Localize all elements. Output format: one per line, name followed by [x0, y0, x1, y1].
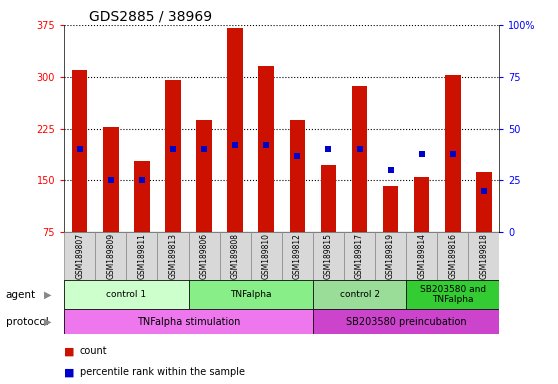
Text: GSM189810: GSM189810: [262, 233, 271, 279]
Bar: [321, 165, 336, 232]
Bar: [165, 80, 181, 232]
Bar: [64, 232, 95, 280]
Bar: [196, 120, 212, 232]
Bar: [220, 232, 251, 280]
Text: protocol: protocol: [6, 316, 49, 327]
Text: GSM189818: GSM189818: [479, 233, 488, 279]
Text: SB203580 preincubation: SB203580 preincubation: [346, 316, 466, 327]
Text: GSM189812: GSM189812: [293, 233, 302, 279]
Text: ▶: ▶: [44, 316, 51, 327]
Bar: [189, 280, 313, 309]
Bar: [437, 232, 468, 280]
Text: control 1: control 1: [106, 290, 146, 299]
Bar: [282, 232, 313, 280]
Text: GSM189807: GSM189807: [75, 233, 84, 280]
Text: agent: agent: [6, 290, 36, 300]
Text: GSM189819: GSM189819: [386, 233, 395, 279]
Text: GSM189811: GSM189811: [137, 233, 146, 279]
Bar: [313, 280, 406, 309]
Text: count: count: [80, 346, 108, 356]
Bar: [414, 177, 430, 232]
Bar: [344, 232, 375, 280]
Text: GSM189816: GSM189816: [448, 233, 457, 279]
Bar: [468, 232, 499, 280]
Text: ■: ■: [64, 367, 75, 377]
Bar: [64, 280, 189, 309]
Text: GSM189808: GSM189808: [230, 233, 239, 279]
Bar: [290, 120, 305, 232]
Bar: [406, 280, 499, 309]
Bar: [228, 28, 243, 232]
Bar: [251, 232, 282, 280]
Bar: [126, 232, 157, 280]
Bar: [103, 127, 119, 232]
Text: GSM189815: GSM189815: [324, 233, 333, 279]
Bar: [189, 232, 220, 280]
Bar: [134, 161, 150, 232]
Text: GSM189814: GSM189814: [417, 233, 426, 279]
Bar: [375, 232, 406, 280]
Text: percentile rank within the sample: percentile rank within the sample: [80, 367, 245, 377]
Bar: [406, 232, 437, 280]
Text: GSM189817: GSM189817: [355, 233, 364, 279]
Bar: [157, 232, 189, 280]
Bar: [64, 309, 313, 334]
Text: TNFalpha stimulation: TNFalpha stimulation: [137, 316, 240, 327]
Bar: [383, 186, 398, 232]
Text: GSM189806: GSM189806: [200, 233, 209, 280]
Bar: [258, 66, 274, 232]
Bar: [313, 309, 499, 334]
Text: ■: ■: [64, 346, 75, 356]
Text: GDS2885 / 38969: GDS2885 / 38969: [89, 10, 212, 23]
Bar: [445, 75, 460, 232]
Text: GSM189813: GSM189813: [169, 233, 177, 279]
Bar: [352, 86, 367, 232]
Bar: [95, 232, 126, 280]
Text: ▶: ▶: [44, 290, 51, 300]
Text: SB203580 and
TNFalpha: SB203580 and TNFalpha: [420, 285, 486, 305]
Text: GSM189809: GSM189809: [107, 233, 116, 280]
Bar: [313, 232, 344, 280]
Text: TNFalpha: TNFalpha: [230, 290, 271, 299]
Bar: [72, 70, 88, 232]
Bar: [476, 172, 492, 232]
Text: control 2: control 2: [339, 290, 379, 299]
